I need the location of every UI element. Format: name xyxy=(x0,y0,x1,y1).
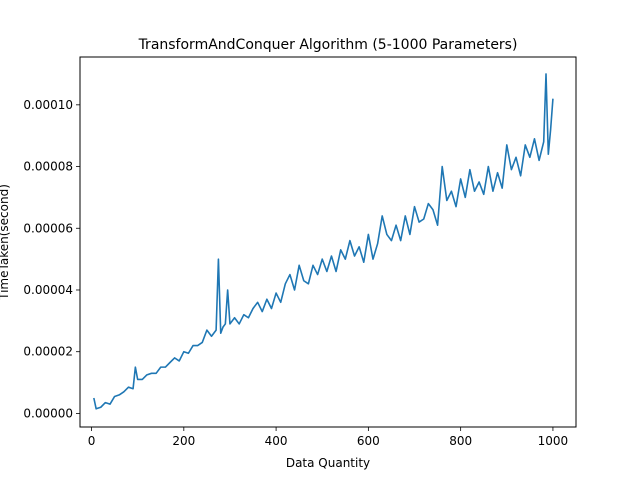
x-axis-label: Data Quantity xyxy=(286,456,370,470)
chart-title: TransformAndConquer Algorithm (5-1000 Pa… xyxy=(138,37,518,53)
x-tick-label: 200 xyxy=(172,434,195,448)
x-tick-label: 400 xyxy=(265,434,288,448)
y-tick-label: 0.00002 xyxy=(23,345,73,359)
y-tick-label: 0.00000 xyxy=(23,406,73,420)
x-tick-label: 800 xyxy=(449,434,472,448)
y-tick-label: 0.00006 xyxy=(23,221,73,235)
y-tick-label: 0.00008 xyxy=(23,160,73,174)
x-tick-label: 1000 xyxy=(538,434,569,448)
x-tick-label: 0 xyxy=(88,434,96,448)
x-tick-label: 600 xyxy=(357,434,380,448)
y-tick-label: 0.00004 xyxy=(23,283,73,297)
y-tick-label: 0.00010 xyxy=(23,98,73,112)
y-axis-label: TimeTaken(second) xyxy=(0,184,11,301)
